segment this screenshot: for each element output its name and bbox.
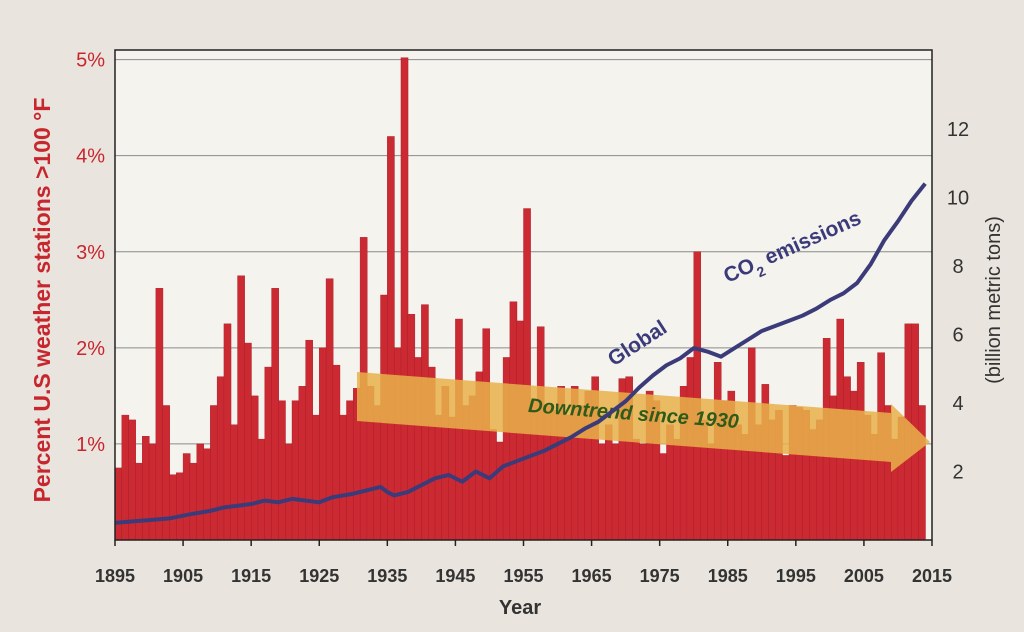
y-tick-label: 4%	[76, 146, 105, 168]
x-tick-label: 1965	[572, 566, 612, 586]
x-tick-label: 1985	[708, 566, 748, 586]
y-tick-label: 2%	[76, 338, 105, 360]
bar	[693, 251, 702, 541]
x-tick-label: 1895	[95, 566, 135, 586]
bar	[244, 342, 252, 541]
bar	[142, 436, 150, 541]
bar	[312, 414, 320, 541]
bar	[782, 455, 790, 541]
y2-tick-label: 10	[947, 187, 969, 209]
y2-axis-ticks: 2 4 6 8 10 12	[947, 119, 969, 484]
y2-tick-label: 8	[952, 256, 963, 278]
bar	[257, 438, 266, 541]
x-tick-label: 2005	[844, 566, 884, 586]
y-tick-label: 5%	[76, 50, 105, 72]
bar	[400, 57, 409, 541]
bar	[332, 364, 341, 541]
bar	[482, 328, 490, 541]
bar	[264, 366, 273, 541]
bar	[339, 414, 347, 541]
x-axis-ticks: 1895 1905 1915 1925 1935 1945 1955 1965 1975 1985…	[95, 540, 952, 586]
bar	[169, 474, 177, 541]
x-tick-label: 1945	[435, 566, 475, 586]
bar	[918, 405, 926, 541]
x-tick-label: 2015	[912, 566, 952, 586]
y2-tick-label: 2	[952, 461, 963, 483]
bar	[496, 441, 504, 541]
bar	[598, 443, 606, 541]
bar	[673, 438, 681, 541]
bar	[387, 136, 395, 541]
bar	[135, 462, 143, 541]
co2-line-series	[114, 182, 927, 525]
bar	[305, 339, 313, 541]
co2-line	[114, 182, 927, 525]
bar	[713, 362, 722, 541]
bar	[250, 395, 259, 541]
bar	[210, 405, 218, 541]
y-axis-ticks: 1% 2% 3% 4% 5%	[76, 50, 105, 456]
y-tick-label: 1%	[76, 434, 105, 456]
bar	[203, 448, 211, 541]
x-tick-label: 1915	[231, 566, 271, 586]
y2-tick-label: 6	[952, 324, 963, 346]
bar	[114, 467, 123, 541]
downtrend-arrow: Downtrend since 1930	[357, 372, 930, 472]
bar	[611, 443, 620, 541]
bar	[196, 443, 205, 541]
y2-tick-label: 4	[952, 393, 963, 415]
y2-tick-label: 12	[947, 119, 969, 141]
x-tick-label: 1905	[163, 566, 203, 586]
bar	[319, 347, 327, 541]
bar	[373, 405, 382, 541]
bar	[148, 443, 157, 541]
bar	[216, 376, 225, 541]
bar	[278, 400, 286, 541]
x-tick-label: 1925	[299, 566, 339, 586]
bar	[707, 443, 715, 541]
bar	[455, 318, 463, 541]
bar	[489, 429, 497, 541]
bar	[237, 275, 245, 541]
bar	[407, 314, 416, 541]
bar	[155, 288, 164, 541]
x-tick-label: 1955	[503, 566, 543, 586]
bar	[230, 424, 239, 541]
bar	[523, 208, 531, 541]
x-tick-label: 1975	[640, 566, 680, 586]
downtrend-arrow-shape	[357, 372, 930, 472]
bar	[182, 453, 191, 541]
bar	[659, 453, 667, 541]
bar	[291, 400, 300, 541]
bar	[285, 443, 293, 541]
bar	[605, 424, 613, 541]
x-tick-label: 1935	[367, 566, 407, 586]
x-axis-label: Year	[499, 597, 541, 619]
bar	[686, 357, 695, 541]
bar	[176, 472, 184, 541]
bar	[639, 443, 647, 541]
y2-axis-label: (billion metric tons)	[983, 216, 1005, 384]
y-tick-label: 3%	[76, 242, 105, 264]
bar	[346, 400, 354, 541]
bar	[298, 386, 307, 541]
y-axis-label: Percent U.S weather stations >100 °F	[29, 98, 55, 503]
x-tick-label: 1995	[776, 566, 816, 586]
bar	[632, 438, 640, 541]
bar	[189, 462, 198, 541]
